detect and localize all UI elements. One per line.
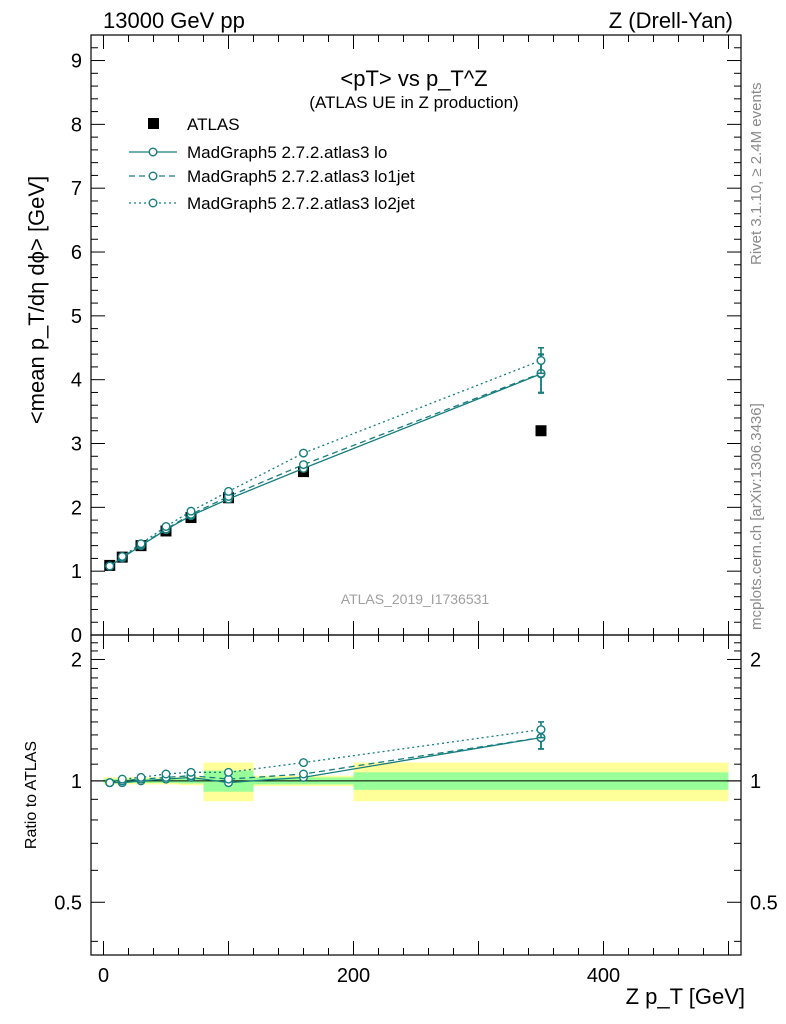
ratio-marker-dotted: [117, 774, 127, 784]
ratio-y-tick-label-right: 0.5: [750, 892, 778, 914]
rivet-label: Rivet 3.1.10, ≥ 2.4M events: [748, 83, 765, 266]
ratio-marker-dotted: [299, 758, 309, 768]
legend-marker-solid: [148, 147, 158, 157]
main-line-solid: [109, 373, 542, 567]
legend-marker-data: [148, 118, 159, 129]
ratio-y-tick-label: 2: [71, 649, 82, 671]
main-marker-dotted: [223, 486, 233, 496]
ratio-y-tick-label: 1: [71, 771, 82, 793]
y-tick-label: 0: [71, 625, 82, 647]
plot-title: <pT> vs p_T^Z: [340, 66, 487, 91]
legend-marker-dashed: [148, 171, 158, 181]
mcplots-label: mcplots.cern.ch [arXiv:1306.3436]: [748, 403, 765, 630]
y-tick-label: 5: [71, 306, 82, 328]
legend-entry: MadGraph5 2.7.2.atlas3 lo1jet: [187, 167, 415, 186]
ratio-y-tick-label-right: 1: [750, 771, 761, 793]
axes: [90, 34, 742, 956]
x-tick-label: 0: [98, 965, 109, 987]
header-right: Z (Drell-Yan): [609, 8, 733, 33]
y-tick-label: 1: [71, 561, 82, 583]
ratio-marker-dashed: [299, 769, 309, 779]
ratio-marker-dotted: [105, 778, 115, 788]
plot-title-note: (ATLAS UE in Z production): [309, 93, 518, 112]
y-axis-label: <mean p_T/dη dϕ> [GeV]: [24, 176, 49, 424]
ratio-y-tick-label: 0.5: [54, 892, 82, 914]
ratio-y-tick-label-right: 2: [750, 649, 761, 671]
ratio-marker-dotted: [223, 767, 233, 777]
legend-entry: ATLAS: [187, 115, 240, 134]
legend-entry: MadGraph5 2.7.2.atlas3 lo: [187, 143, 387, 162]
y-tick-label: 4: [71, 370, 82, 392]
header-left: 13000 GeV pp: [103, 8, 245, 33]
series-group: [104, 118, 547, 788]
ratio-frame: [90, 634, 742, 956]
main-marker-dotted: [117, 551, 127, 561]
main-line-dashed: [109, 372, 542, 567]
ratio-marker-dotted: [161, 769, 171, 779]
legend-marker-dotted: [148, 198, 158, 208]
y-tick-label: 2: [71, 497, 82, 519]
main-marker-dotted: [186, 506, 196, 516]
main-data-point: [535, 425, 547, 437]
main-marker-dotted: [105, 561, 115, 571]
ratio-uncertainty-bands: [91, 762, 741, 802]
ratio-marker-dotted: [186, 767, 196, 777]
ratio-marker-dotted: [536, 725, 546, 735]
x-tick-label: 400: [587, 965, 620, 987]
text-group: 0 200 400 0 1 2 3 4 5 6 7 8 9 0.5 0.5 1 1 2 2 13000 GeV pp Z…: [23, 8, 778, 1009]
main-line-dotted: [109, 359, 542, 567]
ratio-marker-dotted: [136, 772, 146, 782]
analysis-label: ATLAS_2019_I1736531: [341, 591, 490, 607]
main-marker-dotted: [299, 448, 309, 458]
main-marker-dotted: [536, 356, 546, 366]
y-tick-label: 8: [71, 114, 82, 136]
x-tick-label: 200: [337, 965, 370, 987]
ratio-y-axis-label: Ratio to ATLAS: [23, 741, 40, 849]
y-tick-label: 6: [71, 242, 82, 264]
x-axis-label: Z p_T [GeV]: [626, 984, 745, 1009]
legend-entry: MadGraph5 2.7.2.atlas3 lo2jet: [187, 194, 415, 213]
main-marker-dotted: [136, 539, 146, 549]
y-tick-label: 3: [71, 434, 82, 456]
main-marker-dotted: [161, 521, 171, 531]
main-marker-dashed: [299, 460, 309, 470]
y-tick-label: 7: [71, 178, 82, 200]
y-tick-label: 9: [71, 51, 82, 73]
